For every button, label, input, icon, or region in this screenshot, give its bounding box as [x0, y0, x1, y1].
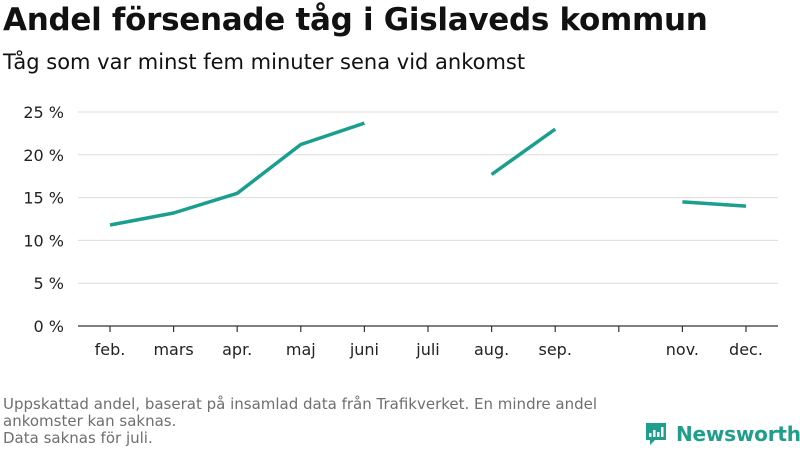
x-tick-label: nov. [666, 340, 699, 359]
footnote: Uppskattad andel, baserat på insamlad da… [3, 396, 633, 447]
x-axis: feb. mars apr. maj juni juli aug. sep. nov. dec. [78, 325, 778, 359]
y-tick-label: 5 % [34, 274, 64, 293]
x-tick-label: apr. [222, 340, 252, 359]
bar-chart-logo-icon [646, 423, 666, 445]
y-tick-label: 15 % [23, 189, 64, 208]
grid-lines [78, 111, 778, 284]
x-tick-label: feb. [95, 340, 126, 359]
y-tick-label: 20 % [23, 146, 64, 165]
chart-title: Andel försenade tåg i Gislaveds kommun [3, 2, 708, 38]
series-line-segment [109, 121, 365, 227]
series-line-segment [490, 127, 557, 176]
y-axis-tick-labels: 0 % 5 % 10 % 15 % 20 % 25 % [23, 103, 64, 336]
x-tick-label: juni [349, 340, 379, 359]
y-tick-label: 0 % [34, 317, 64, 336]
y-tick-label: 25 % [23, 103, 64, 122]
x-tick-label: aug. [474, 340, 509, 359]
chart-subtitle: Tåg som var minst fem minuter sena vid a… [3, 50, 526, 74]
footnote-source: Uppskattad andel, baserat på insamlad da… [3, 395, 598, 430]
x-tick-label: sep. [538, 340, 571, 359]
x-tick-label: dec. [729, 340, 763, 359]
x-tick-label: maj [286, 340, 316, 359]
footnote-missing-data: Data saknas för juli. [3, 429, 153, 447]
x-tick-label: mars [153, 340, 193, 359]
series-line-segment [682, 200, 747, 208]
brand-logo: Newsworthy [644, 420, 800, 448]
series-lines [109, 121, 747, 227]
y-tick-label: 10 % [23, 231, 64, 250]
x-tick-label: juli [415, 340, 439, 359]
brand-name: Newsworthy [676, 422, 800, 446]
